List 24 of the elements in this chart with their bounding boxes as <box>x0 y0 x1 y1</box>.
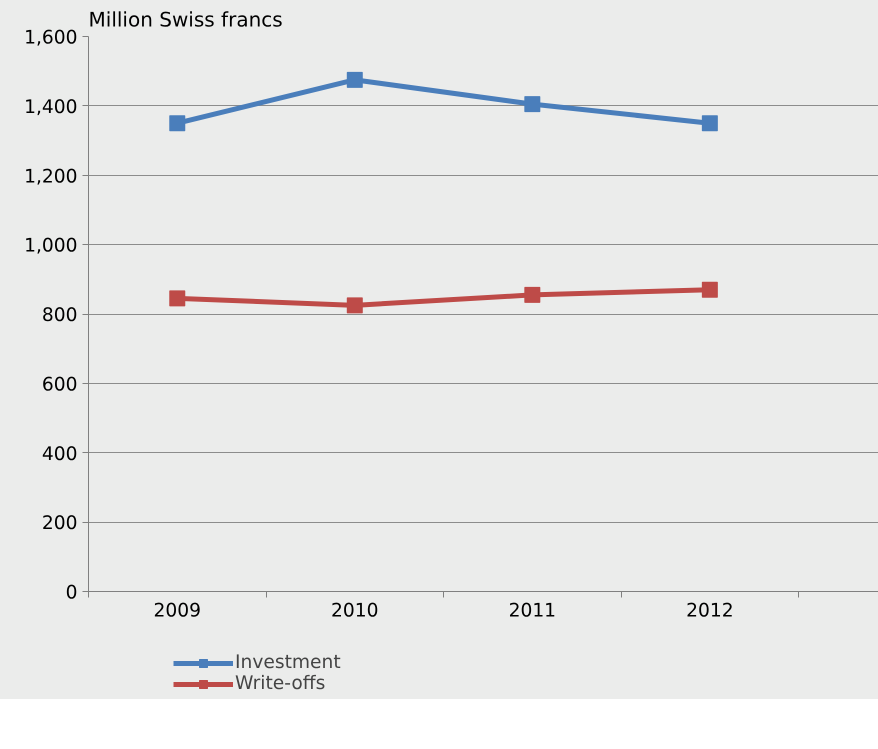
y-tick-label: 1,600 <box>24 28 78 48</box>
point <box>346 297 363 314</box>
x-tick-label: 2009 <box>154 600 202 622</box>
y-tick-label: 200 <box>42 513 78 534</box>
x-tick-label: 2011 <box>508 600 556 622</box>
legend-label: Investment <box>235 652 341 673</box>
point <box>702 282 718 298</box>
point <box>169 290 186 306</box>
y-tick-label: 800 <box>42 305 78 326</box>
y-tick-label: 600 <box>42 374 78 396</box>
point <box>524 96 540 112</box>
y-tick-label: 0 <box>66 582 78 604</box>
x-tick-label: 2012 <box>686 600 734 622</box>
y-tick-label: 1,200 <box>24 166 78 188</box>
legend-label: Write-offs <box>235 673 326 694</box>
y-tick-label: 400 <box>42 444 78 465</box>
point <box>702 115 718 132</box>
point <box>524 286 540 303</box>
y-tick-label: 1,000 <box>24 236 78 257</box>
x-tick-label: 2010 <box>331 600 379 622</box>
point <box>169 115 186 132</box>
y-axis-title: Million Swiss francs <box>88 8 283 32</box>
y-tick-label: 1,400 <box>24 96 78 118</box>
point <box>346 72 363 88</box>
